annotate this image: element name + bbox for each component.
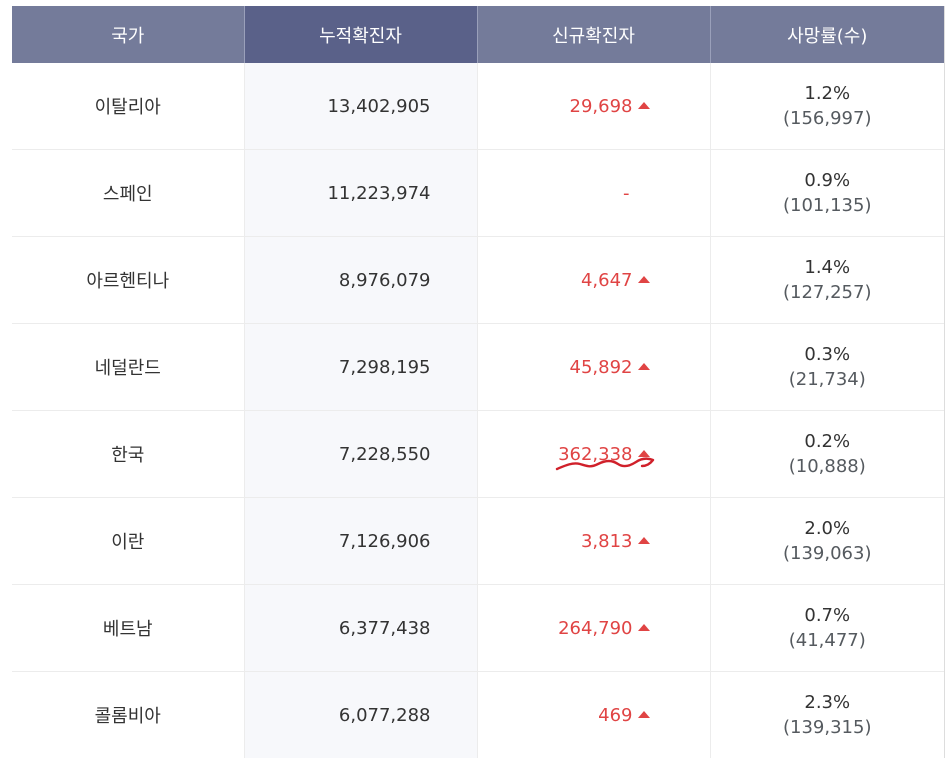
table-row: 스페인 11,223,974 - 0.9% (101,135)	[12, 149, 944, 237]
death-count: (101,135)	[783, 195, 872, 216]
death-count: (41,477)	[788, 630, 866, 651]
up-triangle-icon	[637, 623, 650, 631]
new-cases-value: 45,892	[569, 356, 633, 378]
up-triangle-icon	[637, 449, 650, 457]
cumulative-value: 7,228,550	[338, 443, 431, 465]
cumulative-value: 8,976,079	[338, 269, 431, 291]
header-new-cases[interactable]: 신규확진자	[477, 6, 711, 63]
death-rate-cell: 2.0% (139,063)	[710, 497, 944, 585]
death-count: (139,063)	[783, 543, 872, 564]
death-rate-cell: 0.9% (101,135)	[710, 149, 944, 237]
table-header-row: 국가 누적확진자 신규확진자 사망률(수)	[12, 6, 944, 63]
death-rate-percent: 0.3%	[804, 344, 851, 365]
cumulative-cell: 6,377,438	[244, 584, 478, 672]
cumulative-value: 13,402,905	[327, 95, 431, 117]
cumulative-value: 6,377,438	[338, 617, 431, 639]
new-cases-value: 29,698	[569, 95, 633, 117]
new-cases-cell: 45,892	[477, 323, 711, 411]
death-rate-cell: 0.3% (21,734)	[710, 323, 944, 411]
death-rate-cell: 0.2% (10,888)	[710, 410, 944, 498]
country-cell[interactable]: 이탈리아	[12, 63, 245, 150]
death-count: (127,257)	[783, 282, 872, 303]
death-count: (139,315)	[783, 717, 872, 738]
up-triangle-icon	[637, 710, 650, 718]
death-rate-percent: 0.7%	[804, 605, 851, 626]
cumulative-cell: 8,976,079	[244, 236, 478, 324]
death-rate-percent: 0.2%	[804, 431, 851, 452]
cumulative-value: 11,223,974	[327, 182, 431, 204]
new-cases-value: 3,813	[580, 530, 633, 552]
table-row: 이란 7,126,906 3,813 2.0% (139,063)	[12, 497, 944, 585]
country-cell[interactable]: 아르헨티나	[12, 236, 245, 324]
up-triangle-icon	[637, 362, 650, 370]
new-cases-value: 362,338	[558, 443, 633, 465]
header-death-rate[interactable]: 사망률(수)	[710, 6, 944, 63]
cumulative-value: 7,298,195	[338, 356, 431, 378]
country-cell[interactable]: 스페인	[12, 149, 245, 237]
country-cell[interactable]: 한국	[12, 410, 245, 498]
cumulative-cell: 11,223,974	[244, 149, 478, 237]
cumulative-cell: 7,126,906	[244, 497, 478, 585]
new-cases-cell: 3,813	[477, 497, 711, 585]
cumulative-cell: 7,228,550	[244, 410, 478, 498]
new-cases-value: 4,647	[580, 269, 633, 291]
death-rate-percent: 0.9%	[804, 170, 851, 191]
death-rate-cell: 1.2% (156,997)	[710, 63, 944, 150]
death-count: (10,888)	[788, 456, 866, 477]
table-row: 콜롬비아 6,077,288 469 2.3% (139,315)	[12, 671, 944, 759]
new-cases-value: -	[623, 182, 630, 204]
header-country[interactable]: 국가	[12, 6, 245, 63]
table-row: 아르헨티나 8,976,079 4,647 1.4% (127,257)	[12, 236, 944, 324]
new-cases-cell: 4,647	[477, 236, 711, 324]
death-rate-percent: 1.4%	[804, 257, 851, 278]
death-count: (21,734)	[788, 369, 866, 390]
death-rate-cell: 2.3% (139,315)	[710, 672, 944, 759]
cumulative-cell: 13,402,905	[244, 63, 478, 150]
death-rate-percent: 2.0%	[804, 518, 851, 539]
up-triangle-icon	[637, 101, 650, 109]
death-rate-percent: 2.3%	[804, 692, 851, 713]
up-triangle-icon	[637, 275, 650, 283]
new-cases-cell: 362,338	[477, 410, 711, 498]
cumulative-value: 7,126,906	[338, 530, 431, 552]
table-row: 베트남 6,377,438 264,790 0.7% (41,477)	[12, 584, 944, 672]
new-cases-cell: 264,790	[477, 584, 711, 672]
cumulative-value: 6,077,288	[338, 704, 431, 726]
new-cases-cell: 469	[477, 671, 711, 758]
death-rate-percent: 1.2%	[804, 83, 851, 104]
table-row: 이탈리아 13,402,905 29,698 1.2% (156,997)	[12, 63, 944, 150]
death-rate-cell: 1.4% (127,257)	[710, 236, 944, 324]
cumulative-cell: 6,077,288	[244, 671, 478, 758]
country-cell[interactable]: 네덜란드	[12, 323, 245, 411]
header-cumulative[interactable]: 누적확진자	[244, 6, 478, 63]
table-row: 네덜란드 7,298,195 45,892 0.3% (21,734)	[12, 323, 944, 411]
table-row: 한국 7,228,550 362,338 0.2% (10,888)	[12, 410, 944, 498]
new-cases-value: 469	[598, 704, 633, 726]
country-cell[interactable]: 이란	[12, 497, 245, 585]
new-cases-value: 264,790	[558, 617, 633, 639]
death-rate-cell: 0.7% (41,477)	[710, 584, 944, 672]
country-cell[interactable]: 베트남	[12, 584, 245, 672]
cumulative-cell: 7,298,195	[244, 323, 478, 411]
new-cases-cell: 29,698	[477, 63, 711, 150]
new-cases-cell: -	[477, 149, 711, 237]
table-right-border	[944, 6, 945, 758]
country-cell[interactable]: 콜롬비아	[12, 671, 245, 758]
up-triangle-icon	[637, 536, 650, 544]
death-count: (156,997)	[783, 108, 872, 129]
covid-stats-table: 국가 누적확진자 신규확진자 사망률(수) 이탈리아 13,402,905 29,6…	[12, 6, 944, 758]
